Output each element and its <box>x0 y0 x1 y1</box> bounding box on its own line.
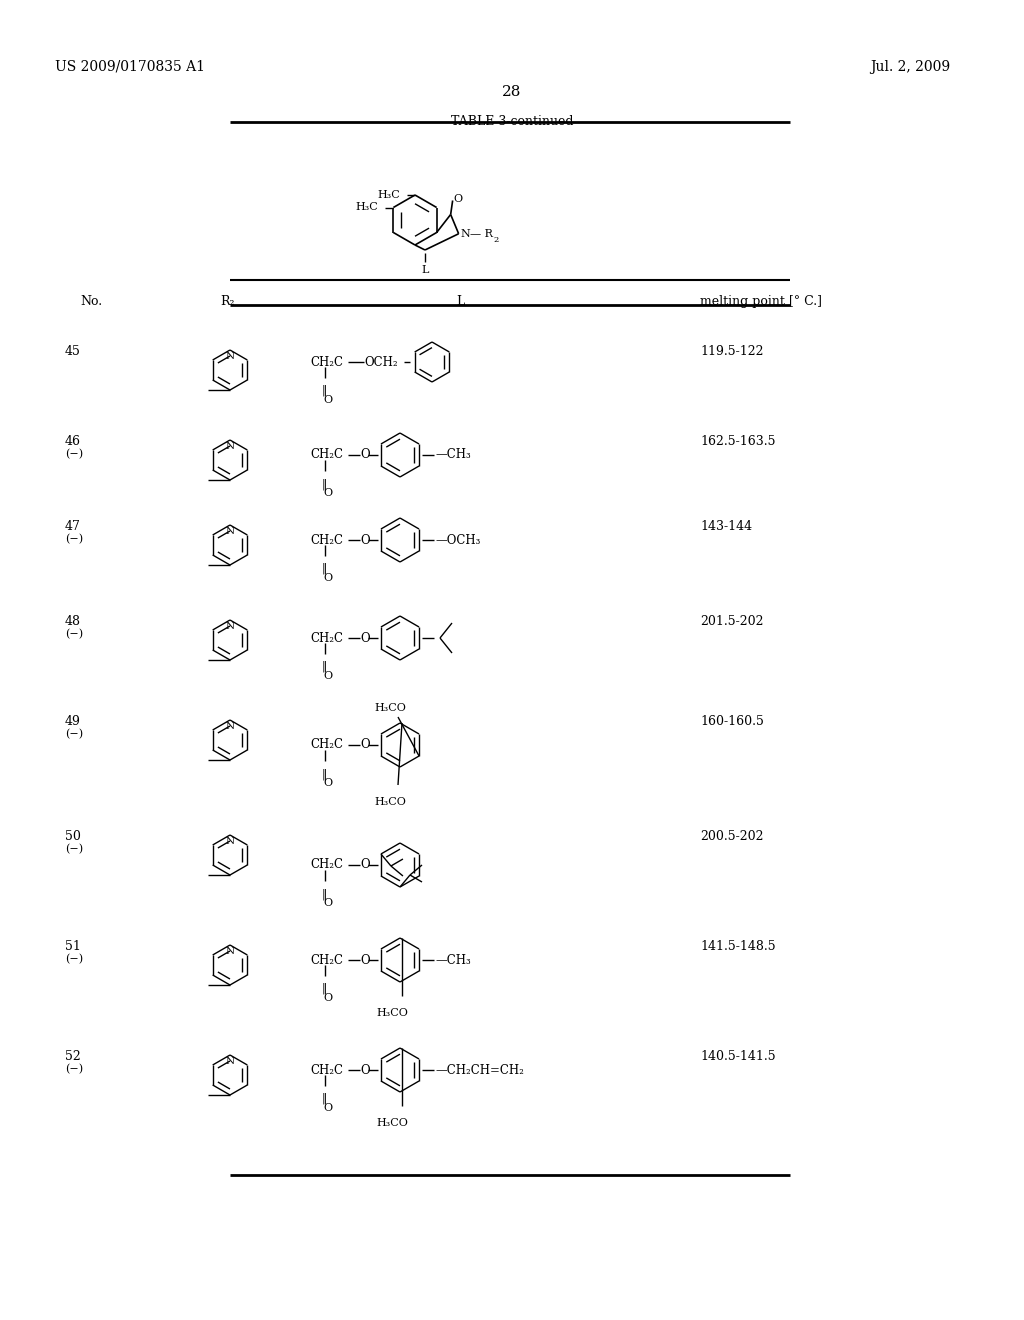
Text: ‖: ‖ <box>322 478 328 490</box>
Text: O: O <box>360 631 370 644</box>
Text: N: N <box>226 622 236 631</box>
Text: O: O <box>360 953 370 966</box>
Text: 45: 45 <box>65 345 81 358</box>
Text: O: O <box>360 858 370 871</box>
Text: OCH₂: OCH₂ <box>364 355 397 368</box>
Text: (−): (−) <box>65 535 83 544</box>
Text: O: O <box>323 1104 332 1113</box>
Text: 143-144: 143-144 <box>700 520 752 533</box>
Text: R₂: R₂ <box>220 294 234 308</box>
Text: ‖: ‖ <box>322 385 328 396</box>
Text: ‖: ‖ <box>322 1093 328 1105</box>
Text: 160-160.5: 160-160.5 <box>700 715 764 729</box>
Text: (−): (−) <box>65 729 83 739</box>
Text: L: L <box>421 265 429 275</box>
Text: (−): (−) <box>65 954 83 965</box>
Text: ‖: ‖ <box>322 768 328 780</box>
Text: O: O <box>360 1064 370 1077</box>
Text: 51: 51 <box>65 940 81 953</box>
Text: O: O <box>323 488 332 498</box>
Text: (−): (−) <box>65 1064 83 1074</box>
Text: 200.5-202: 200.5-202 <box>700 830 764 843</box>
Text: 162.5-163.5: 162.5-163.5 <box>700 436 775 447</box>
Text: —CH₃: —CH₃ <box>435 953 471 966</box>
Text: CH₂C: CH₂C <box>310 1064 343 1077</box>
Text: 141.5-148.5: 141.5-148.5 <box>700 940 775 953</box>
Text: N: N <box>461 228 470 239</box>
Text: CH₂C: CH₂C <box>310 355 343 368</box>
Text: No.: No. <box>80 294 102 308</box>
Text: melting point [° C.]: melting point [° C.] <box>700 294 822 308</box>
Text: O: O <box>323 671 332 681</box>
Text: H₃C: H₃C <box>377 190 399 201</box>
Text: N: N <box>226 352 236 360</box>
Text: O: O <box>323 993 332 1003</box>
Text: O: O <box>323 573 332 583</box>
Text: CH₂C: CH₂C <box>310 953 343 966</box>
Text: 28: 28 <box>503 84 521 99</box>
Text: ‖: ‖ <box>322 983 328 994</box>
Text: N: N <box>226 837 236 846</box>
Text: CH₂C: CH₂C <box>310 858 343 871</box>
Text: (−): (−) <box>65 630 83 639</box>
Text: N: N <box>226 527 236 536</box>
Text: ‖: ‖ <box>322 661 328 672</box>
Text: — R: — R <box>470 228 493 239</box>
Text: 50: 50 <box>65 830 81 843</box>
Text: TABLE 3-continued: TABLE 3-continued <box>451 115 573 128</box>
Text: H₃CO: H₃CO <box>376 1008 408 1018</box>
Text: N: N <box>226 442 236 451</box>
Text: CH₂C: CH₂C <box>310 533 343 546</box>
Text: US 2009/0170835 A1: US 2009/0170835 A1 <box>55 59 205 74</box>
Text: (−): (−) <box>65 843 83 854</box>
Text: H₃C: H₃C <box>355 202 378 213</box>
Text: O: O <box>323 777 332 788</box>
Text: O: O <box>360 449 370 462</box>
Text: N: N <box>226 722 236 731</box>
Text: 52: 52 <box>65 1049 81 1063</box>
Text: (−): (−) <box>65 449 83 459</box>
Text: 2: 2 <box>494 236 499 244</box>
Text: —CH₃: —CH₃ <box>435 449 471 462</box>
Text: ‖: ‖ <box>322 564 328 574</box>
Text: 47: 47 <box>65 520 81 533</box>
Text: —OCH₃: —OCH₃ <box>435 533 480 546</box>
Text: 201.5-202: 201.5-202 <box>700 615 764 628</box>
Text: O: O <box>323 395 332 405</box>
Text: CH₂C: CH₂C <box>310 449 343 462</box>
Text: L: L <box>456 294 464 308</box>
Text: O: O <box>323 898 332 908</box>
Text: N: N <box>226 1057 236 1067</box>
Text: H₃CO: H₃CO <box>374 704 406 713</box>
Text: CH₂C: CH₂C <box>310 631 343 644</box>
Text: —CH₂CH=CH₂: —CH₂CH=CH₂ <box>435 1064 524 1077</box>
Text: O: O <box>360 738 370 751</box>
Text: Jul. 2, 2009: Jul. 2, 2009 <box>870 59 950 74</box>
Text: 49: 49 <box>65 715 81 729</box>
Text: N: N <box>226 946 236 956</box>
Text: ‖: ‖ <box>322 888 328 899</box>
Text: O: O <box>360 533 370 546</box>
Text: H₃CO: H₃CO <box>374 797 406 807</box>
Text: 46: 46 <box>65 436 81 447</box>
Text: 48: 48 <box>65 615 81 628</box>
Text: 140.5-141.5: 140.5-141.5 <box>700 1049 775 1063</box>
Text: CH₂C: CH₂C <box>310 738 343 751</box>
Text: O: O <box>454 194 463 205</box>
Text: H₃CO: H₃CO <box>376 1118 408 1129</box>
Text: 119.5-122: 119.5-122 <box>700 345 764 358</box>
